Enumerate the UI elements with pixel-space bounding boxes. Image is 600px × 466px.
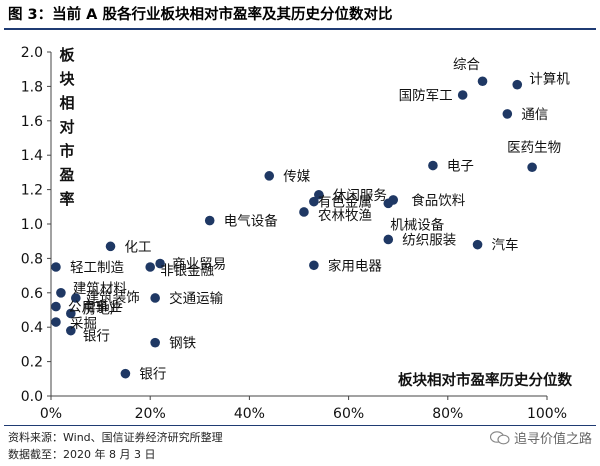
point-label: 钢铁	[169, 336, 196, 352]
scatter-point	[150, 293, 160, 303]
y-tick-label: 0.8	[21, 251, 43, 267]
y-tick-label: 1.0	[21, 217, 43, 233]
scatter-point	[204, 215, 215, 226]
point-label: 传媒	[283, 169, 310, 185]
point-label: 机械设备	[390, 216, 444, 233]
y-tick-label: 0.2	[21, 355, 43, 371]
point-label: 交通运输	[169, 290, 223, 307]
y-tick-label: 0.6	[21, 286, 43, 302]
figure-title: 图 3：当前 A 股各行业板块相对市盈率及其历史分位数对比	[8, 7, 393, 23]
point-label: 纺织服装	[402, 232, 456, 248]
point-label: 非银金融	[160, 263, 214, 279]
point-label: 银行	[83, 329, 110, 345]
scatter-point	[66, 308, 76, 319]
point-label: 化工	[125, 239, 152, 255]
scatter-point	[383, 234, 394, 245]
x-tick-label: 80%	[432, 406, 463, 422]
scatter-point	[457, 90, 468, 100]
point-label: 家用电器	[328, 257, 382, 274]
point-label: 房地产	[83, 301, 124, 317]
scatter-point	[51, 262, 61, 272]
scatter-point	[512, 79, 523, 90]
point-label: 医药生物	[507, 140, 561, 156]
x-tick-label: 20%	[135, 406, 166, 422]
scatter-point	[120, 368, 131, 379]
scatter-point	[309, 260, 319, 271]
y-tick-label: 0.4	[21, 320, 43, 336]
y-tick-label: 1.2	[21, 183, 43, 199]
point-label: 公用事业	[68, 300, 122, 316]
x-tick-label: 40%	[234, 406, 265, 422]
y-tick-label: 1.4	[21, 148, 43, 164]
scatter-point	[264, 171, 275, 181]
scatter-point	[145, 262, 155, 272]
y-tick-label: 0.0	[21, 389, 43, 405]
watermark-text: 追寻价值之路	[513, 432, 592, 447]
point-label: 汽车	[492, 237, 519, 254]
scatter-point	[51, 317, 61, 327]
point-label: 轻工制造	[70, 260, 124, 276]
x-tick-label: 60%	[333, 406, 364, 422]
point-label: 有色金属	[318, 194, 372, 211]
point-label: 休闲服务	[333, 188, 387, 204]
wechat-icon	[489, 430, 510, 444]
point-label: 商业贸易	[172, 257, 226, 273]
data-points	[51, 76, 537, 379]
y-tick-label: 1.6	[21, 114, 43, 130]
title-rule	[4, 28, 596, 30]
point-label: 建筑材料	[73, 281, 127, 297]
scatter-point	[477, 76, 488, 87]
scatter-point	[383, 198, 394, 209]
scatter-point	[150, 337, 160, 348]
point-label: 采掘	[70, 316, 97, 332]
point-label: 农林牧渔	[318, 208, 372, 224]
scatter-point	[428, 160, 438, 171]
point-label: 电子	[447, 159, 474, 175]
footer-rule	[4, 425, 596, 426]
scatter-point	[66, 325, 76, 336]
point-label: 建筑装饰	[86, 290, 140, 306]
y-axis-label: 板块相对市盈率	[58, 46, 75, 208]
point-label: 银行	[139, 367, 166, 383]
watermark: 追寻价值之路	[489, 428, 592, 447]
point-label: 通信	[521, 107, 548, 123]
point-label: 计算机	[529, 72, 570, 88]
scatter-point	[56, 288, 66, 298]
scatter-point	[299, 207, 309, 217]
x-axis-label: 板块相对市盈率历史分位数	[398, 371, 572, 389]
y-tick-label: 2.0	[21, 45, 43, 61]
point-label: 食品饮料	[411, 192, 465, 209]
axes	[47, 51, 548, 400]
x-tick-label: 100%	[527, 406, 567, 422]
source-note: 资料来源：Wind、国信证券经济研究所整理	[8, 431, 223, 444]
scatter-point	[105, 241, 116, 252]
scatter-chart: 0.0 0.2 0.4 0.6 0.8 1.0 1.2 1.4 1.6 1.8 2.0 0% 20% 40…	[21, 45, 573, 422]
point-label: 综合	[453, 57, 480, 73]
data-cutoff-note: 数据截至：2020 年 8 月 3 日	[8, 448, 156, 461]
scatter-point	[155, 258, 165, 269]
scatter-point	[502, 109, 513, 119]
scatter-point	[71, 293, 81, 303]
scatter-point	[472, 239, 483, 250]
scatter-point	[51, 301, 61, 312]
y-tick-label: 1.8	[21, 79, 43, 95]
scatter-point	[527, 162, 537, 173]
tick-labels: 0.0 0.2 0.4 0.6 0.8 1.0 1.2 1.4 1.6 1.8 2.0 0% 20% 40…	[21, 45, 567, 422]
point-label: 电气设备	[224, 213, 278, 230]
scatter-point	[309, 196, 319, 207]
x-tick-label: 0%	[40, 406, 62, 422]
scatter-point	[314, 189, 324, 200]
point-label: 国防军工	[399, 88, 453, 104]
